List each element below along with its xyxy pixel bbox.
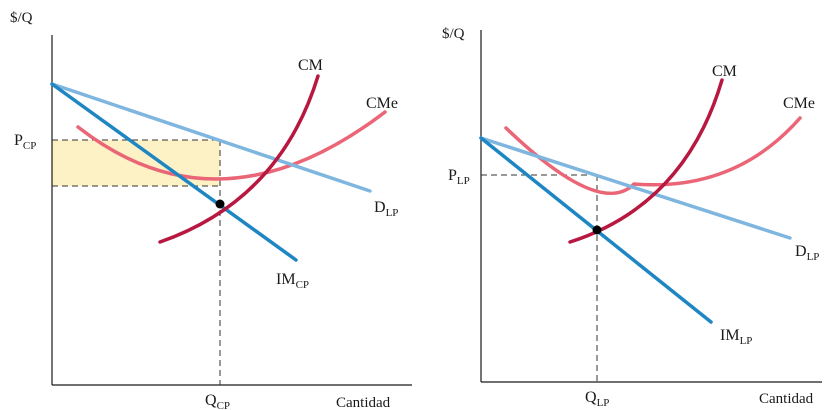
- right-x-axis-label: Cantidad: [759, 391, 814, 407]
- left-ac-label: CMe: [366, 95, 398, 112]
- right-panel-long-run: $/Q Cantidad PLP QLP CM CMe DLP IMLP: [442, 26, 822, 409]
- left-mr-label: IMCP: [276, 271, 309, 291]
- right-y-axis-label: $/Q: [442, 26, 465, 42]
- left-quantity-label: QCP: [205, 392, 230, 410]
- left-x-axis-label: Cantidad: [336, 395, 391, 410]
- right-mc-label: CM: [712, 63, 737, 80]
- right-ac-label: CMe: [783, 95, 815, 112]
- right-price-label: PLP: [448, 167, 470, 187]
- right-demand-label: DLP: [795, 243, 819, 263]
- right-mr-label: IMLP: [720, 327, 752, 347]
- left-marginal-revenue-curve: [50, 82, 298, 262]
- left-mc-label: CM: [298, 57, 323, 74]
- right-quantity-label: QLP: [585, 389, 609, 409]
- right-demand-curve: [479, 136, 792, 240]
- left-demand-curve: [50, 82, 372, 193]
- right-average-cost-curve: [504, 116, 802, 195]
- left-panel-short-run: $/Q Cantidad PCP QCP CM CMe DLP IMCP: [10, 10, 412, 410]
- right-equilibrium-point: [592, 225, 602, 235]
- left-y-axis-label: $/Q: [10, 10, 33, 26]
- left-average-cost-curve: [76, 110, 387, 181]
- left-equilibrium-point: [215, 199, 225, 209]
- left-price-label: PCP: [14, 132, 36, 152]
- right-marginal-cost-curve: [568, 78, 724, 244]
- left-marginal-cost-curve: [158, 74, 320, 244]
- left-demand-label: DLP: [374, 199, 398, 219]
